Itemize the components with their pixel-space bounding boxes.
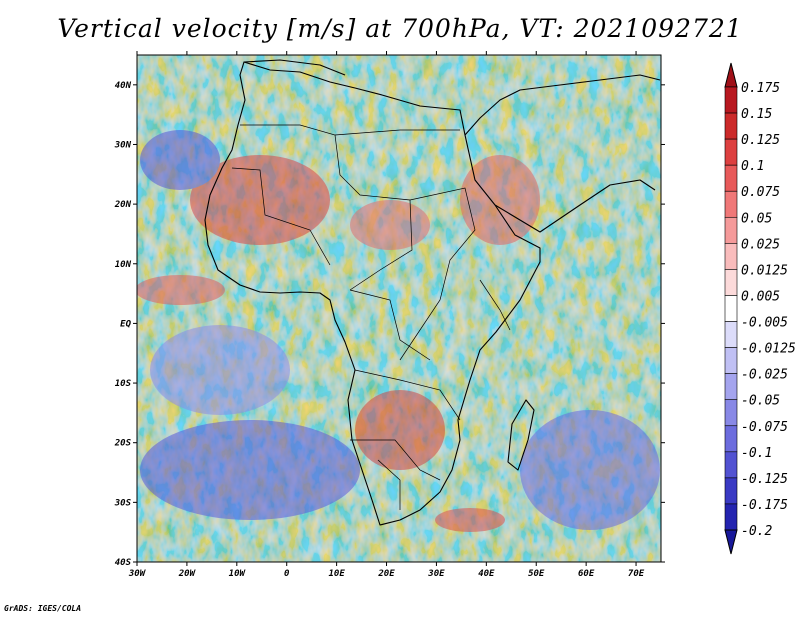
lon-tick-label: 50E [528, 569, 545, 579]
colorbar-segment [724, 503, 738, 531]
colorbar-label: -0.1 [741, 446, 772, 461]
colorbar-segment [724, 269, 738, 296]
field-highlights [137, 130, 660, 532]
colorbar-segment [724, 138, 738, 166]
lat-tick-label: 10S [115, 379, 132, 389]
colorbar-segment [724, 451, 738, 479]
map-title: Vertical velocity [m/s] at 700hPa, VT: 2… [57, 14, 743, 43]
africa-coastline [204, 59, 661, 526]
colorbar-label: 0.1 [741, 159, 764, 174]
colorbar: 0.175 0.15 0.125 0.1 0.075 0.05 0.025 0.0125 0.0… [724, 62, 796, 555]
colorbar-segment [724, 86, 738, 114]
lat-tick-label: 20N [114, 200, 132, 210]
colorbar-label: -0.05 [741, 394, 780, 409]
colorbar-segment [724, 425, 738, 453]
colorbar-segment [724, 477, 738, 505]
lon-tick-label: 10W [229, 569, 247, 579]
lat-tick-label: EQ [120, 319, 131, 329]
lon-tick-label: 30W [128, 569, 147, 579]
colorbar-label: 0.05 [741, 211, 772, 226]
lat-tick-label: 40S [115, 558, 132, 568]
grads-credit: GrADS: IGES/COLA [4, 604, 82, 613]
colorbar-label: 0.175 [741, 81, 780, 96]
colorbar-segment [724, 295, 738, 322]
lon-tick-label: 20E [377, 569, 395, 579]
lat-tick-label: 30S [114, 498, 132, 508]
lon-tick-label: 30E [427, 569, 445, 579]
colorbar-segment [724, 347, 738, 374]
colorbar-bottom-arrow [724, 529, 738, 555]
country-borders [231, 124, 511, 510]
colorbar-top-arrow [724, 62, 738, 88]
colorbar-segment [724, 190, 738, 218]
colorbar-segment [724, 112, 738, 140]
colorbar-label: 0.005 [741, 289, 780, 304]
colorbar-segment [724, 373, 738, 401]
map-frame [136, 54, 662, 563]
colorbar-label: 0.075 [741, 185, 780, 200]
lat-tick-label: 10N [115, 260, 132, 270]
colorbar-segment [724, 243, 738, 270]
longitude-axis: 30W 20W 10W 0 10E 20E 30E 40E 50E 60E 70E [128, 51, 645, 579]
colorbar-label: -0.075 [741, 420, 788, 435]
plot-area [136, 54, 662, 563]
colorbar-label: -0.025 [741, 368, 788, 383]
colorbar-label: 0.025 [741, 237, 780, 252]
colorbar-segment [724, 399, 738, 427]
colorbar-label: -0.2 [741, 524, 772, 539]
colorbar-label: -0.0125 [741, 342, 796, 357]
colorbar-label: -0.175 [741, 498, 788, 513]
lon-tick-label: 40E [478, 569, 495, 579]
lon-tick-label: 60E [578, 569, 595, 579]
colorbar-label: -0.125 [741, 472, 788, 487]
colorbar-label: 0.15 [741, 107, 772, 122]
lat-tick-label: 30N [114, 140, 132, 150]
colorbar-segment [724, 216, 738, 244]
colorbar-label: -0.005 [741, 316, 788, 331]
lat-tick-label: 20S [114, 439, 132, 449]
colorbar-segment [724, 321, 738, 348]
colorbar-label: 0.0125 [741, 263, 788, 278]
lat-tick-label: 40N [115, 81, 132, 91]
lon-tick-label: 70E [628, 569, 645, 579]
lon-tick-label: 20W [178, 569, 197, 579]
lon-tick-label: 0 [284, 569, 290, 579]
madagascar-outline [507, 399, 535, 471]
colorbar-segment [724, 164, 738, 192]
colorbar-label: 0.125 [741, 133, 780, 148]
lon-tick-label: 10E [328, 569, 345, 579]
latitude-axis: 40N 30N 20N 10N EQ 10S 20S 30S 40S [114, 81, 665, 568]
